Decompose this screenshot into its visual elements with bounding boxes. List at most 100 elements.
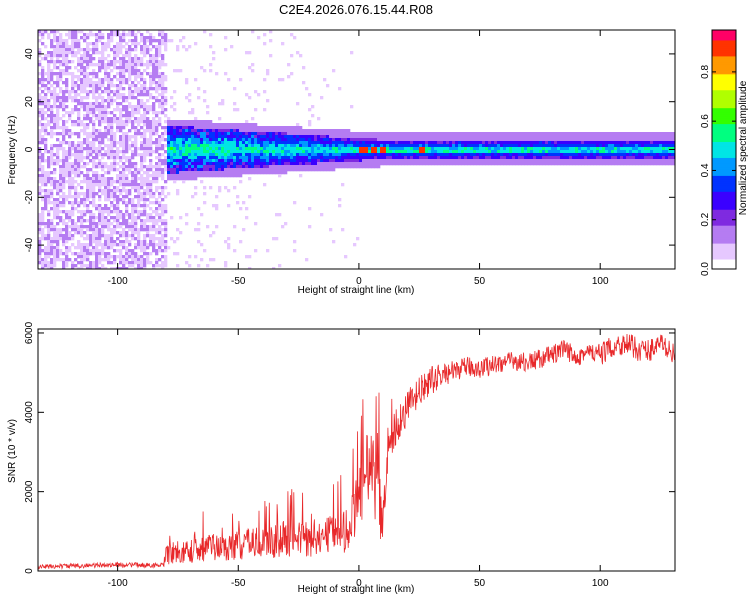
heatmap-cell: [44, 264, 48, 268]
heatmap-cell: [458, 132, 462, 136]
heatmap-cell: [236, 171, 240, 175]
heatmap-cell: [158, 216, 162, 220]
heatmap-cell: [182, 165, 186, 169]
heatmap-cell: [110, 81, 114, 85]
heatmap-cell: [335, 162, 339, 166]
heatmap-cell: [671, 153, 675, 157]
heatmap-cell: [131, 63, 135, 67]
heatmap-cell: [215, 165, 219, 169]
heatmap-cell: [116, 87, 120, 91]
heatmap-cell: [182, 120, 186, 124]
heatmap-cell: [164, 114, 168, 118]
heatmap-cell: [656, 132, 660, 136]
heatmap-cell: [74, 168, 78, 172]
heatmap-cell: [173, 126, 177, 130]
heatmap-cell: [122, 93, 126, 97]
heatmap-cell: [185, 168, 189, 172]
heatmap-cell: [356, 141, 360, 145]
heatmap-cell: [476, 132, 480, 136]
heatmap-cell: [527, 138, 531, 142]
heatmap-cell: [479, 147, 483, 151]
heatmap-cell: [134, 153, 138, 157]
heatmap-cell: [542, 156, 546, 160]
heatmap-cell: [233, 156, 237, 160]
heatmap-cell: [137, 258, 141, 262]
heatmap-cell: [149, 63, 153, 67]
heatmap-cell: [647, 162, 651, 166]
heatmap-cell: [62, 132, 66, 136]
heatmap-cell: [527, 162, 531, 166]
heatmap-cell: [467, 147, 471, 151]
heatmap-cell: [350, 138, 354, 142]
heatmap-cell: [62, 204, 66, 208]
heatmap-cell: [215, 72, 219, 76]
heatmap-cell: [203, 159, 207, 163]
heatmap-cell: [53, 234, 57, 238]
heatmap-cell: [152, 225, 156, 229]
heatmap-cell: [107, 183, 111, 187]
heatmap-cell: [389, 159, 393, 163]
heatmap-cell: [98, 57, 102, 61]
heatmap-cell: [71, 60, 75, 64]
heatmap-cell: [503, 141, 507, 145]
heatmap-cell: [536, 132, 540, 136]
heatmap-cell: [269, 141, 273, 145]
heatmap-cell: [74, 264, 78, 268]
heatmap-cell: [476, 156, 480, 160]
heatmap-cell: [74, 93, 78, 97]
heatmap-cell: [146, 216, 150, 220]
heatmap-cell: [179, 165, 183, 169]
heatmap-cell: [71, 162, 75, 166]
heatmap-cell: [377, 141, 381, 145]
heatmap-cell: [47, 75, 51, 79]
heatmap-cell: [674, 135, 675, 139]
heatmap-cell: [143, 228, 147, 232]
heatmap-cell: [458, 156, 462, 160]
heatmap-cell: [245, 129, 249, 133]
heatmap-cell: [614, 150, 618, 154]
heatmap-cell: [170, 174, 174, 178]
heatmap-cell: [128, 39, 132, 43]
heatmap-cell: [50, 177, 54, 181]
heatmap-cell: [131, 111, 135, 115]
heatmap-cell: [215, 174, 219, 178]
heatmap-cell: [119, 84, 123, 88]
heatmap-cell: [605, 156, 609, 160]
colorbar-swatch: [712, 267, 736, 270]
heatmap-cell: [104, 240, 108, 244]
heatmap-cell: [236, 141, 240, 145]
heatmap-cell: [266, 153, 270, 157]
heatmap-cell: [107, 210, 111, 214]
heatmap-cell: [92, 120, 96, 124]
heatmap-cell: [149, 93, 153, 97]
heatmap-cell: [113, 165, 117, 169]
heatmap-cell: [524, 150, 528, 154]
heatmap-cell: [425, 138, 429, 142]
heatmap-cell: [545, 153, 549, 157]
heatmap-cell: [47, 123, 51, 127]
heatmap-cell: [158, 231, 162, 235]
heatmap-cell: [284, 153, 288, 157]
colorbar-swatch: [712, 185, 736, 188]
heatmap-cell: [104, 189, 108, 193]
heatmap-cell: [44, 177, 48, 181]
heatmap-cell: [59, 189, 63, 193]
heatmap-cell: [149, 138, 153, 142]
colorbar-swatch: [712, 213, 736, 216]
heatmap-cell: [95, 105, 99, 109]
heatmap-cell: [95, 102, 99, 106]
heatmap-cell: [107, 99, 111, 103]
heatmap-cell: [164, 168, 168, 172]
heatmap-cell: [119, 72, 123, 76]
heatmap-cell: [302, 168, 306, 172]
heatmap-cell: [575, 138, 579, 142]
heatmap-cell: [83, 249, 87, 253]
heatmap-cell: [38, 228, 42, 232]
heatmap-cell: [185, 261, 189, 265]
heatmap-cell: [641, 132, 645, 136]
heatmap-cell: [119, 69, 123, 73]
heatmap-cell: [515, 144, 519, 148]
heatmap-cell: [137, 189, 141, 193]
heatmap-cell: [101, 228, 105, 232]
heatmap-cell: [326, 147, 330, 151]
